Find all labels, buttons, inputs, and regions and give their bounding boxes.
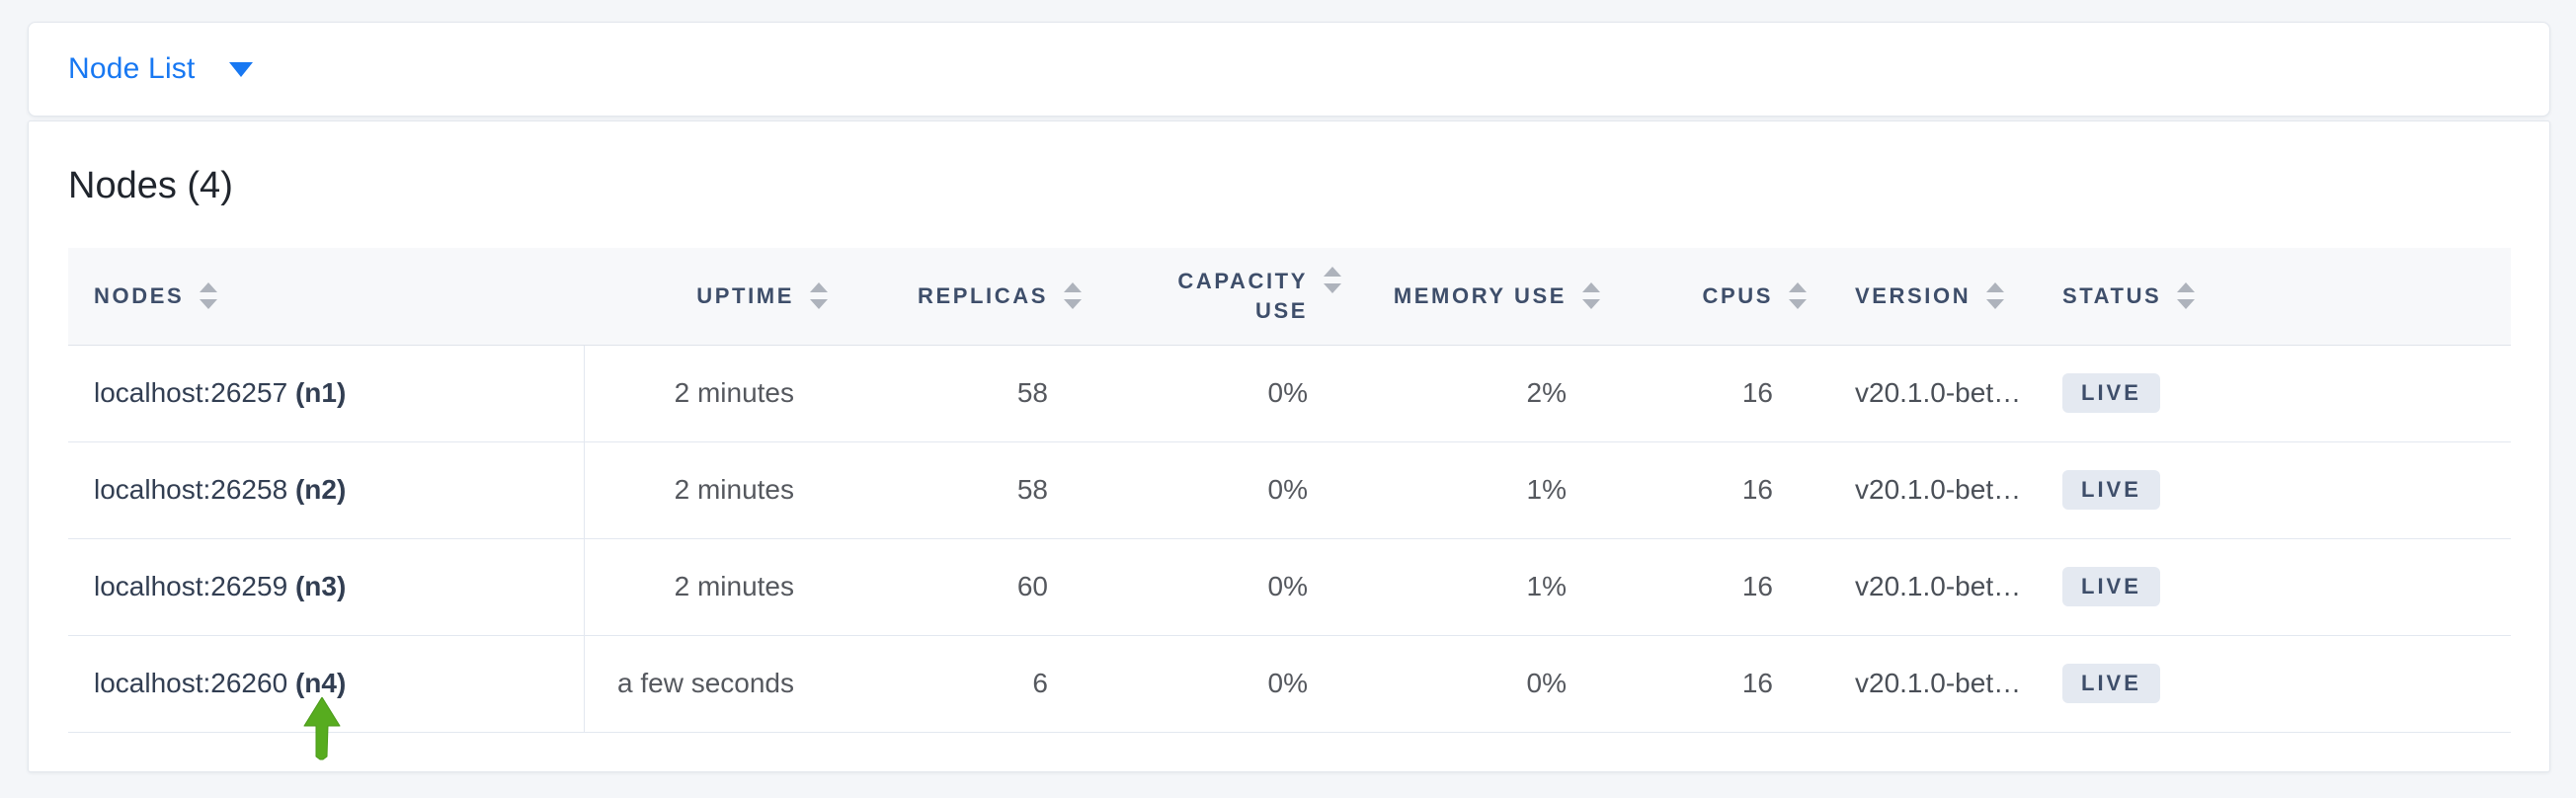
memory-use-cell: 1% — [1349, 441, 1608, 539]
sort-arrows-icon — [2177, 282, 2196, 310]
sort-arrows-icon — [1064, 282, 1082, 310]
status-cell: LIVE — [2051, 635, 2511, 733]
nodes-table: NODES UPTIME REPLICAS — [68, 248, 2511, 733]
uptime-cell: a few seconds — [584, 635, 836, 733]
status-cell: LIVE — [2051, 441, 2511, 539]
version-cell: v20.1.0-bet… — [1814, 538, 2051, 636]
capacity-use-cell: 0% — [1089, 635, 1349, 733]
green-up-arrow-icon — [303, 697, 341, 760]
column-header-uptime[interactable]: UPTIME — [584, 248, 836, 346]
table-row-node-4: localhost:26260 (n4) a few seconds 6 0% … — [68, 635, 2511, 733]
nodes-panel: Nodes (4) NODES UPTIM — [28, 120, 2550, 772]
sort-arrows-icon — [1789, 282, 1807, 310]
node-id: (n1) — [294, 377, 347, 408]
uptime-cell: 2 minutes — [584, 441, 836, 539]
column-label: MEMORY USE — [1393, 282, 1567, 308]
sort-arrows-icon — [1582, 282, 1600, 310]
version-cell: v20.1.0-bet… — [1814, 441, 2051, 539]
column-label: REPLICAS — [917, 282, 1048, 308]
memory-use-cell: 0% — [1349, 635, 1608, 733]
column-label: CPUS — [1702, 282, 1773, 308]
node-list-dropdown[interactable]: Node List — [68, 52, 253, 86]
memory-use-cell: 1% — [1349, 538, 1608, 636]
node-address-cell[interactable]: localhost:26258 (n2) — [68, 441, 585, 539]
node-id: (n2) — [294, 474, 347, 505]
caret-down-icon — [228, 61, 253, 77]
column-header-status[interactable]: STATUS — [2051, 248, 2511, 346]
node-address-link[interactable]: localhost:26257 — [94, 377, 288, 408]
status-badge: LIVE — [2062, 567, 2160, 606]
uptime-cell: 2 minutes — [584, 345, 836, 442]
table-row-node-1: localhost:26257 (n1) 2 minutes 58 0% 2% … — [68, 345, 2511, 442]
node-address-link[interactable]: localhost:26258 — [94, 474, 288, 505]
column-label: UPTIME — [696, 282, 794, 308]
table-header-row: NODES UPTIME REPLICAS — [68, 248, 2511, 346]
cpus-cell: 16 — [1608, 538, 1814, 636]
page-title: Nodes (4) — [68, 165, 233, 206]
node-id: (n4) — [294, 668, 347, 698]
column-label: STATUS — [2062, 282, 2162, 308]
column-header-memory-use[interactable]: MEMORY USE — [1349, 248, 1608, 346]
sort-arrows-icon — [1986, 282, 2005, 310]
replicas-cell: 58 — [836, 345, 1089, 442]
column-label: CAPACITY USE — [1177, 268, 1308, 323]
node-address-cell[interactable]: localhost:26259 (n3) — [68, 538, 585, 636]
table-row-node-3: localhost:26259 (n3) 2 minutes 60 0% 1% … — [68, 538, 2511, 636]
column-label: NODES — [94, 282, 185, 308]
column-header-capacity-use[interactable]: CAPACITY USE — [1089, 248, 1349, 346]
node-address-cell[interactable]: localhost:26257 (n1) — [68, 345, 585, 442]
replicas-cell: 60 — [836, 538, 1089, 636]
node-address-link[interactable]: localhost:26259 — [94, 571, 288, 601]
cpus-cell: 16 — [1608, 635, 1814, 733]
version-cell: v20.1.0-bet… — [1814, 635, 2051, 733]
uptime-cell: 2 minutes — [584, 538, 836, 636]
status-badge: LIVE — [2062, 470, 2160, 510]
cpus-cell: 16 — [1608, 441, 1814, 539]
table-row-node-2: localhost:26258 (n2) 2 minutes 58 0% 1% … — [68, 441, 2511, 539]
status-badge: LIVE — [2062, 664, 2160, 703]
sort-arrows-icon — [1324, 266, 1341, 293]
sort-arrows-icon — [810, 282, 828, 310]
column-label: VERSION — [1855, 282, 1972, 308]
capacity-use-cell: 0% — [1089, 538, 1349, 636]
capacity-use-cell: 0% — [1089, 345, 1349, 442]
column-header-nodes[interactable]: NODES — [68, 248, 584, 346]
status-badge: LIVE — [2062, 373, 2160, 413]
node-list-dropdown-label: Node List — [68, 52, 196, 85]
version-cell: v20.1.0-bet… — [1814, 345, 2051, 442]
column-header-version[interactable]: VERSION — [1814, 248, 2051, 346]
replicas-cell: 58 — [836, 441, 1089, 539]
status-cell: LIVE — [2051, 538, 2511, 636]
view-selector-bar: Node List — [28, 22, 2550, 117]
column-header-cpus[interactable]: CPUS — [1608, 248, 1814, 346]
memory-use-cell: 2% — [1349, 345, 1608, 442]
replicas-cell: 6 — [836, 635, 1089, 733]
status-cell: LIVE — [2051, 345, 2511, 442]
node-id: (n3) — [294, 571, 347, 601]
cpus-cell: 16 — [1608, 345, 1814, 442]
column-header-replicas[interactable]: REPLICAS — [836, 248, 1089, 346]
capacity-use-cell: 0% — [1089, 441, 1349, 539]
node-address-link[interactable]: localhost:26260 — [94, 668, 288, 698]
sort-arrows-icon — [200, 282, 218, 310]
